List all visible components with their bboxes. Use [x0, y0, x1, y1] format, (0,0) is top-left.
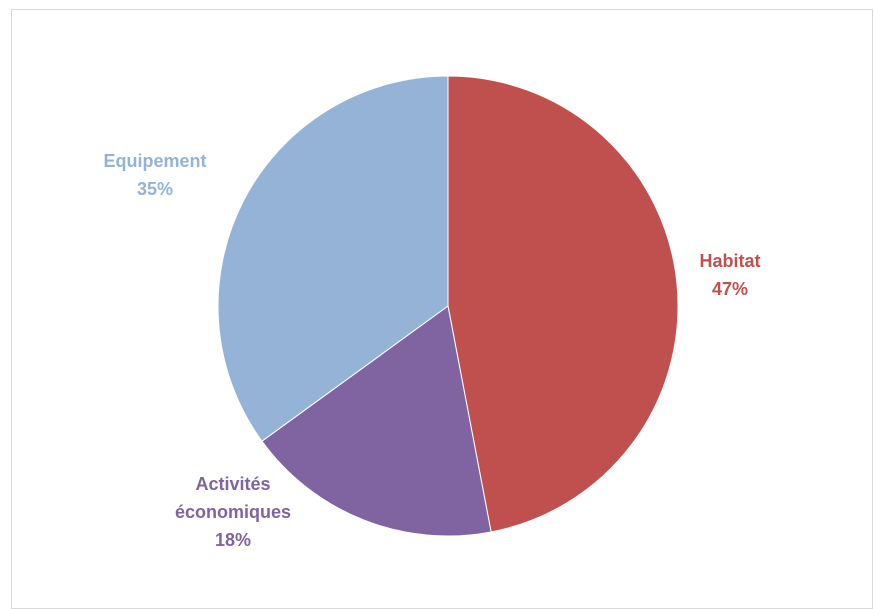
data-label-category: Equipement — [103, 151, 206, 171]
data-label-category: Habitat — [699, 251, 760, 271]
data-label-1: Activités économiques 18% — [175, 474, 291, 550]
data-label-0: Habitat 47% — [699, 251, 760, 299]
data-label-value: 47% — [712, 279, 748, 299]
data-label-value: 18% — [215, 530, 251, 550]
pie-chart: Habitat 47% Activités économiques 18% Equipem… — [103, 75, 761, 550]
pie-slice-habitat — [447, 75, 679, 533]
data-label-category: économiques — [175, 502, 291, 522]
pie-slice-activités-économiques — [261, 305, 492, 537]
pie-slice-equipement — [217, 75, 449, 442]
data-label-value: 35% — [137, 179, 173, 199]
data-label-2: Equipement 35% — [103, 151, 206, 199]
pie-slices — [217, 75, 679, 537]
data-label-category: Activités — [195, 474, 270, 494]
pie-labels: Habitat 47% Activités économiques 18% Equipem… — [103, 151, 760, 550]
